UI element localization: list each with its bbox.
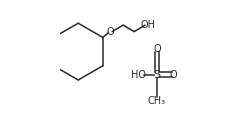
Text: O: O xyxy=(106,27,114,37)
Text: HO: HO xyxy=(131,70,146,80)
Text: CH₃: CH₃ xyxy=(148,96,166,106)
Text: O: O xyxy=(170,70,178,80)
Text: O: O xyxy=(153,44,161,54)
Text: S: S xyxy=(153,70,160,80)
Text: OH: OH xyxy=(140,20,155,30)
